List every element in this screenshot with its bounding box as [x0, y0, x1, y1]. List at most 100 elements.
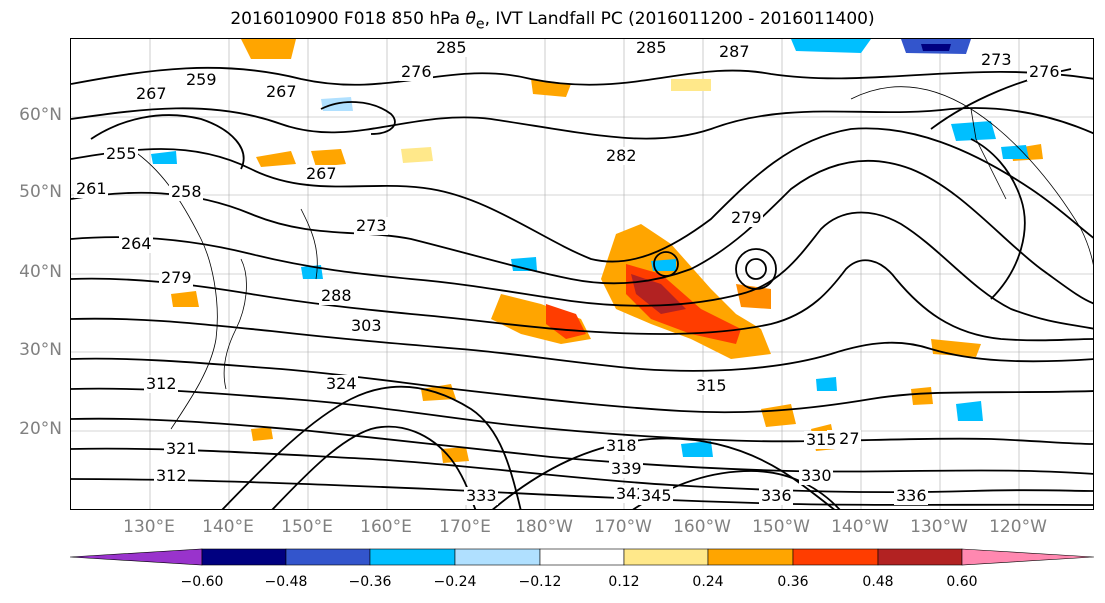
- lon-label-120w: 120°W: [989, 517, 1047, 537]
- contour-label-bg: [184, 71, 218, 89]
- contour-label: 279: [161, 268, 192, 287]
- contour-label: 303: [351, 316, 382, 335]
- title-prefix: 2016010900 F018 850 hPa: [230, 9, 466, 29]
- contour-label-bg: [604, 147, 638, 165]
- colorbar-swatch: [877, 548, 963, 566]
- contour-label-bg: [894, 487, 928, 505]
- contour-label-bg: [604, 437, 638, 455]
- contour-label-bg: [694, 377, 728, 395]
- contour-label-bg: [804, 431, 838, 449]
- colorbar-tick: 0.36: [777, 574, 809, 590]
- contour-label-bg: [144, 375, 178, 393]
- contour-label-bg: [164, 440, 198, 458]
- contour-label: 336: [896, 486, 927, 505]
- title-subscript: e: [475, 16, 485, 33]
- contour-label-bg: [119, 235, 153, 253]
- contour-label-bg: [134, 85, 168, 103]
- colorbar-tick: 0.60: [946, 574, 978, 590]
- title-theta: θ: [465, 9, 476, 29]
- contour-label: 282: [606, 146, 637, 165]
- contour-label: 264: [121, 234, 152, 253]
- contour-label-bg: [159, 269, 193, 287]
- colorbar: [70, 548, 1094, 566]
- shaded-negative-anomaly: [151, 39, 1029, 457]
- contour-label: 285: [636, 39, 667, 57]
- contour-label: 267: [266, 82, 297, 101]
- lon-label-160w: 160°W: [673, 517, 731, 537]
- lat-label-20n: 20°N: [19, 419, 62, 439]
- contour-label-bg: [729, 209, 763, 227]
- contour-label: 336: [761, 486, 792, 505]
- contour-label-bg: [799, 467, 833, 485]
- colorbar-tick: −0.60: [180, 574, 224, 590]
- lon-label-170w: 170°W: [594, 517, 652, 537]
- contour-label-bg: [169, 183, 203, 201]
- contour-label: 273: [356, 216, 387, 235]
- contour-label-bg: [104, 145, 138, 163]
- contour-label-bg: [264, 83, 298, 101]
- contour-label: 267: [136, 84, 167, 103]
- theta-e-contours: [71, 66, 1093, 509]
- contour-label: 333: [466, 486, 497, 505]
- colorbar-swatch: [961, 548, 1094, 566]
- contour-label: 279: [731, 208, 762, 227]
- contour-label: 315: [696, 376, 727, 395]
- contour-label: 258: [171, 182, 202, 201]
- contour-label-bg: [434, 39, 468, 57]
- contour-label-bg: [399, 63, 433, 81]
- lon-label-130w: 130°W: [910, 517, 968, 537]
- contour-label-bg: [74, 180, 108, 198]
- lon-label-140e: 140°E: [202, 517, 254, 537]
- contour-label: 345: [641, 486, 672, 505]
- contour-label-bg: [639, 487, 673, 505]
- lon-label-160e: 160°E: [360, 517, 412, 537]
- contour-label: 330: [801, 466, 832, 485]
- lat-label-50n: 50°N: [19, 182, 62, 202]
- map-panel: 285 285 276 287 273 276 267 259 267 255 261 258 267 2…: [70, 38, 1094, 510]
- contour-label: 318: [606, 436, 637, 455]
- lat-label-30n: 30°N: [19, 340, 62, 360]
- colorbar-swatch: [539, 548, 625, 566]
- colorbar-swatch: [369, 548, 456, 566]
- contour-label-bg: [304, 165, 338, 183]
- lat-label-40n: 40°N: [19, 262, 62, 282]
- contour-label-bg: [1027, 63, 1061, 81]
- lon-label-130e: 130°E: [123, 517, 175, 537]
- contour-label: 255: [106, 144, 137, 163]
- colorbar-tick: 0.48: [862, 574, 894, 590]
- contour-label: 324: [326, 374, 357, 393]
- lon-label-150w: 150°W: [752, 517, 810, 537]
- colorbar-swatch: [623, 548, 709, 566]
- colorbar-swatch: [201, 548, 287, 566]
- contour-label: 312: [156, 466, 187, 485]
- contour-label: 259: [186, 70, 217, 89]
- lon-label-180w: 180°W: [515, 517, 573, 537]
- contour-label: 315: [806, 430, 837, 449]
- colorbar-swatch: [454, 548, 541, 566]
- contour-label: 261: [76, 179, 107, 198]
- lon-label-140w: 140°W: [831, 517, 889, 537]
- contour-label: 342: [616, 484, 647, 503]
- lon-label-150e: 150°E: [281, 517, 333, 537]
- colorbar-swatch: [285, 548, 371, 566]
- contour-label-bg: [634, 39, 668, 57]
- contour-label: 339: [611, 459, 642, 478]
- colorbar-tick: 0.24: [692, 574, 724, 590]
- colorbar-tick: −0.24: [433, 574, 477, 590]
- colorbar-tick: −0.36: [348, 574, 392, 590]
- contour-label-bg: [717, 43, 751, 61]
- contour-label: 276: [401, 62, 432, 81]
- contour-label: 288: [321, 286, 352, 305]
- contour-label: 267: [306, 164, 337, 183]
- title-suffix: , IVT Landfall PC (2016011200 - 20160114…: [484, 9, 875, 29]
- contour-label-bg: [759, 487, 793, 505]
- colorbar-tick: 0.12: [608, 574, 640, 590]
- contour-label-bg: [979, 51, 1013, 69]
- colorbar-swatch: [707, 548, 794, 566]
- contour-label-bg: [324, 375, 358, 393]
- contour-label-bg: [319, 287, 353, 305]
- map-title: 2016010900 F018 850 hPa θe, IVT Landfall…: [0, 9, 1105, 32]
- colorbar-tick: −0.48: [264, 574, 308, 590]
- contour-label: 321: [166, 439, 197, 458]
